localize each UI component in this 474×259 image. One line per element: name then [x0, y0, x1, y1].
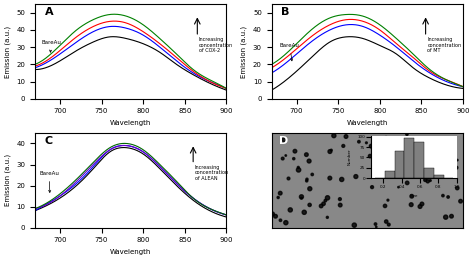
Text: BareAu: BareAu	[280, 43, 300, 61]
Y-axis label: Emission (a.u.): Emission (a.u.)	[4, 25, 11, 77]
Point	[295, 168, 302, 172]
Point	[418, 202, 426, 206]
Point	[367, 144, 375, 148]
Point	[342, 134, 350, 139]
Point	[291, 149, 299, 153]
Point	[302, 153, 310, 157]
Point	[449, 149, 457, 153]
Point	[306, 187, 314, 191]
Point	[403, 132, 411, 136]
Point	[363, 141, 370, 145]
Point	[373, 225, 380, 229]
Point	[305, 159, 313, 163]
Text: A: A	[45, 7, 53, 17]
Point	[368, 185, 376, 189]
X-axis label: Wavelength: Wavelength	[110, 120, 151, 126]
Point	[294, 165, 302, 169]
Point	[407, 203, 415, 207]
Point	[324, 215, 331, 219]
Text: D: D	[279, 136, 289, 146]
Point	[383, 219, 390, 224]
Point	[416, 162, 423, 166]
Y-axis label: Emission (a.u.): Emission (a.u.)	[241, 25, 247, 77]
Point	[383, 142, 391, 146]
Point	[416, 204, 424, 208]
Point	[282, 221, 290, 225]
Point	[298, 196, 305, 200]
Point	[330, 134, 337, 138]
Point	[321, 199, 329, 203]
Point	[444, 195, 452, 199]
Text: BareAu: BareAu	[42, 40, 62, 52]
Point	[385, 222, 392, 227]
Point	[366, 154, 374, 158]
Point	[317, 204, 325, 208]
Text: B: B	[281, 7, 290, 17]
Point	[277, 218, 284, 222]
Point	[301, 210, 308, 214]
Point	[395, 185, 402, 189]
Point	[303, 177, 311, 181]
Point	[439, 193, 447, 198]
Point	[272, 214, 279, 218]
Point	[274, 195, 282, 199]
Point	[326, 149, 334, 154]
Point	[309, 172, 316, 177]
Point	[427, 178, 434, 183]
Text: Increasing
concentration
of MT: Increasing concentration of MT	[427, 37, 461, 53]
Point	[399, 141, 406, 145]
Point	[338, 177, 346, 182]
Point	[454, 186, 461, 190]
Point	[383, 136, 390, 140]
Point	[453, 166, 460, 170]
Point	[337, 203, 344, 207]
Point	[372, 222, 379, 226]
Point	[339, 144, 347, 148]
Text: C: C	[45, 136, 53, 146]
Point	[298, 195, 305, 199]
Point	[442, 215, 449, 219]
Point	[424, 179, 431, 183]
Point	[269, 212, 276, 216]
Point	[421, 178, 429, 182]
Point	[381, 204, 389, 208]
Point	[279, 156, 286, 161]
Point	[328, 148, 335, 152]
Point	[427, 154, 435, 158]
Point	[282, 153, 290, 157]
Text: Increasing
concentration
of COX-2: Increasing concentration of COX-2	[199, 37, 233, 53]
Point	[290, 157, 298, 161]
Point	[352, 175, 360, 179]
Point	[326, 176, 334, 180]
Point	[276, 191, 284, 195]
Point	[280, 138, 288, 142]
Point	[286, 208, 294, 212]
Text: BareAu: BareAu	[39, 171, 59, 192]
Point	[350, 223, 358, 227]
Point	[320, 202, 328, 206]
X-axis label: Wavelength: Wavelength	[110, 249, 151, 255]
X-axis label: Wavelength: Wavelength	[346, 120, 388, 126]
Point	[416, 140, 423, 144]
Point	[450, 167, 457, 171]
Point	[434, 165, 441, 169]
Point	[457, 199, 465, 203]
Point	[448, 214, 456, 218]
Point	[384, 198, 392, 202]
Point	[403, 181, 411, 185]
Point	[423, 143, 430, 147]
Y-axis label: Emission (a.u.): Emission (a.u.)	[4, 154, 11, 206]
Point	[408, 194, 416, 198]
Point	[355, 140, 363, 144]
Point	[285, 176, 292, 181]
Point	[303, 179, 310, 183]
Text: Increasing
concentration
of ALEAN: Increasing concentration of ALEAN	[195, 164, 229, 181]
Point	[306, 203, 313, 207]
Point	[454, 158, 461, 162]
Point	[336, 197, 344, 201]
Point	[324, 196, 331, 200]
